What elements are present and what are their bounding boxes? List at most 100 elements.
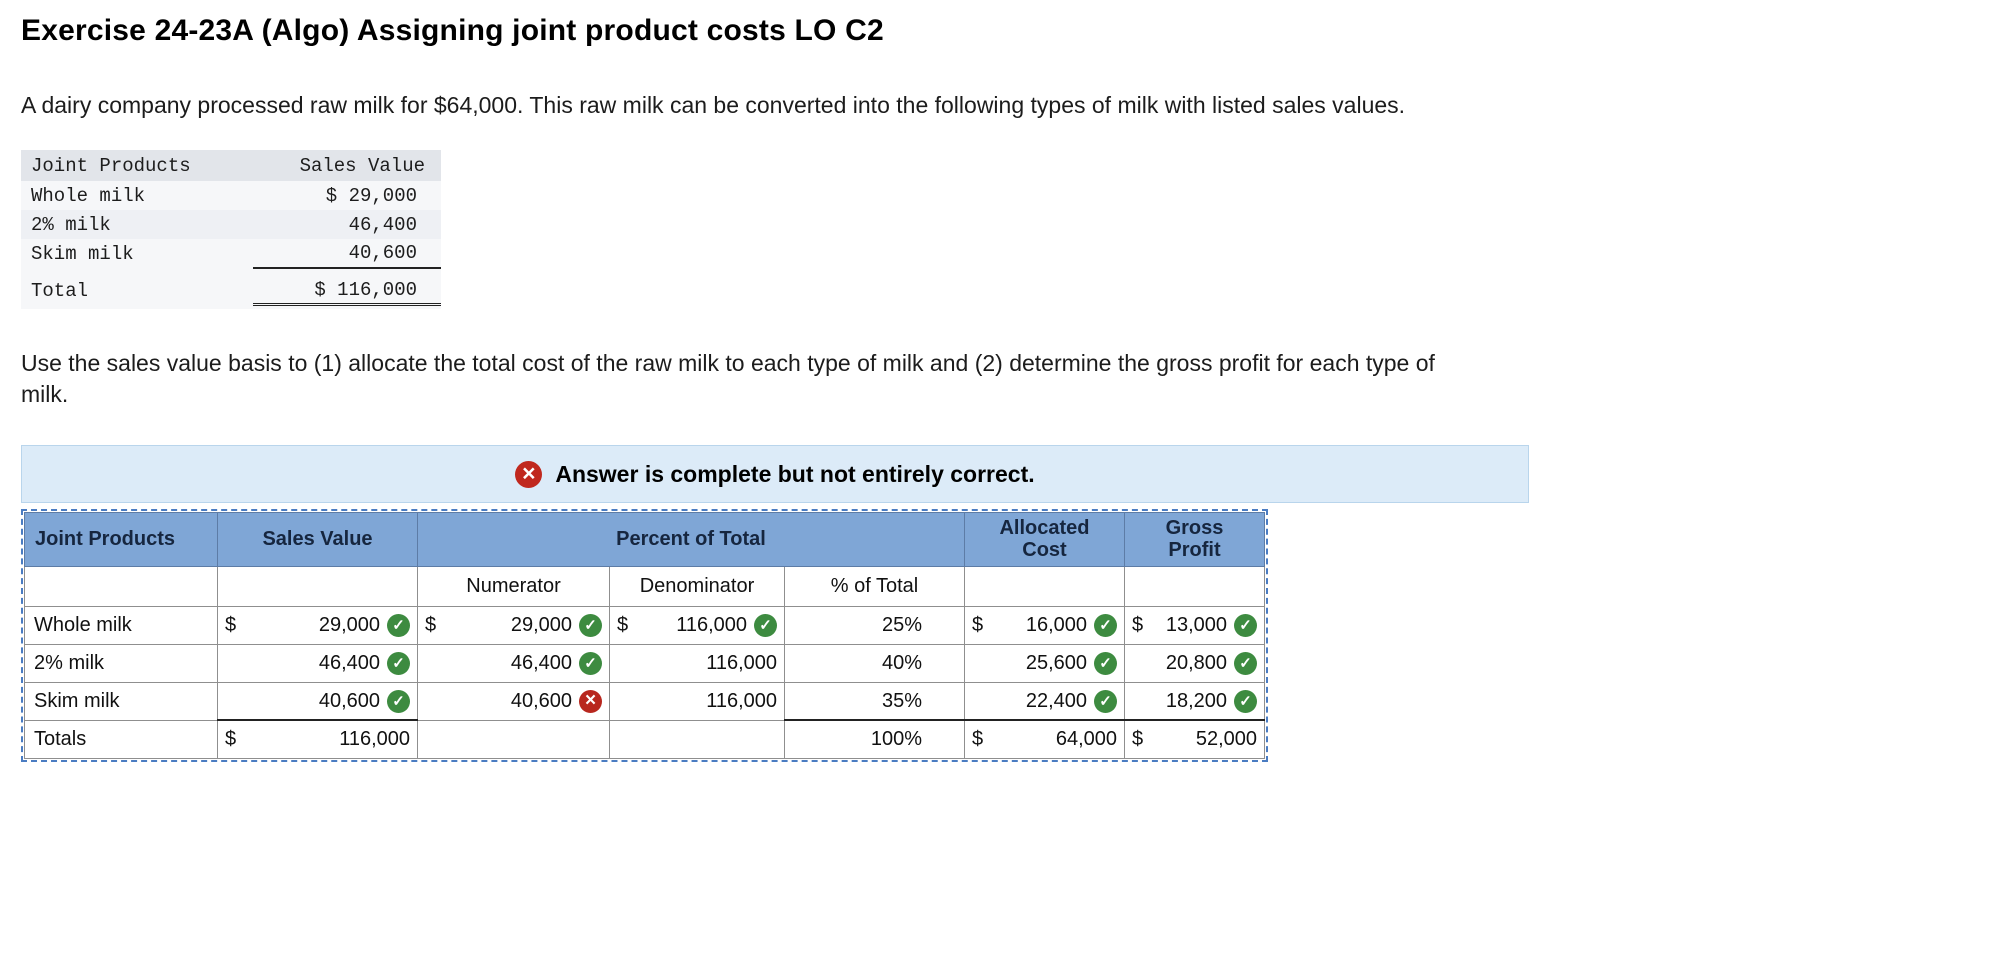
subheader-empty	[24, 565, 218, 607]
check-circle-icon	[579, 613, 602, 637]
subheader-numerator: Numerator	[417, 565, 610, 607]
cell-allocated-cost[interactable]: 22,400	[964, 681, 1125, 721]
currency-symbol: $	[617, 613, 629, 636]
cell-allocated-cost[interactable]: 25,600	[964, 643, 1125, 683]
check-circle-icon	[754, 613, 777, 637]
answer-subheader-row: Numerator Denominator % of Total	[24, 565, 1265, 607]
cell-value: 64,000	[1055, 728, 1117, 751]
check-circle-icon	[1094, 651, 1117, 675]
check-circle-icon	[579, 651, 602, 675]
cell-denominator-total	[609, 719, 785, 759]
cell-numerator[interactable]: 46,400	[417, 643, 610, 683]
cell-denominator[interactable]: $116,000	[609, 605, 785, 645]
cell-value: 40,600	[318, 689, 380, 712]
col-header-allocated-cost: Allocated Cost	[964, 512, 1125, 567]
subheader-pct-of-total: % of Total	[784, 565, 965, 607]
answer-row-whole-milk: Whole milk $29,000 $29,000 $116,000 25% …	[24, 605, 1265, 645]
given-value: 40,600	[253, 239, 441, 270]
given-product: Skim milk	[31, 242, 134, 265]
currency-symbol: $	[225, 613, 237, 636]
cell-value: 13,000	[1165, 613, 1227, 636]
check-circle-icon	[1234, 689, 1257, 713]
given-row-whole-milk: Whole milk $ 29,000	[21, 181, 441, 210]
cell-value: 52,000	[1195, 728, 1257, 751]
answer-region: Joint Products Sales Value Percent of To…	[21, 509, 1268, 762]
given-value: 46,400	[253, 210, 441, 240]
row-label: 2% milk	[24, 643, 218, 683]
check-circle-icon	[1094, 689, 1117, 713]
col-header-percent-of-total: Percent of Total	[417, 512, 965, 567]
answer-row-totals: Totals $116,000 100% $64,000	[24, 719, 1265, 759]
cell-sales-value[interactable]: 46,400	[217, 643, 418, 683]
subheader-empty	[964, 565, 1125, 607]
cell-value: 29,000	[510, 613, 572, 636]
cell-value: 116,000	[339, 728, 410, 751]
cell-percent-of-total: 40%	[784, 643, 965, 683]
answer-row-2pct-milk: 2% milk 46,400 46,400 116,000 40% 25,600	[24, 643, 1265, 683]
x-circle-icon	[579, 689, 602, 713]
cell-value: 16,000	[1025, 613, 1087, 636]
col-header-sales-value: Sales Value	[217, 512, 418, 567]
exercise-title: Exercise 24-23A (Algo) Assigning joint p…	[21, 14, 884, 47]
given-total-value: $ 116,000	[253, 268, 441, 307]
given-col-joint-products: Joint Products	[21, 150, 253, 182]
subheader-empty	[1124, 565, 1265, 607]
row-label: Totals	[24, 719, 218, 759]
row-label: Skim milk	[24, 681, 218, 721]
given-col-sales-value: Sales Value	[253, 150, 441, 182]
cell-numerator[interactable]: 40,600	[417, 681, 610, 721]
check-circle-icon	[387, 689, 410, 713]
row-label: Whole milk	[24, 605, 218, 645]
check-circle-icon	[1234, 613, 1257, 637]
cell-allocated-cost[interactable]: $16,000	[964, 605, 1125, 645]
given-product: Whole milk	[31, 184, 146, 207]
check-circle-icon	[1094, 613, 1117, 637]
currency-symbol: $	[1132, 728, 1144, 751]
currency-symbol: $	[972, 728, 984, 751]
cell-denominator: 116,000	[609, 681, 785, 721]
answer-header-row: Joint Products Sales Value Percent of To…	[24, 512, 1265, 567]
cell-percent-of-total: 25%	[784, 605, 965, 645]
cell-value: 18,200	[1165, 689, 1227, 712]
cell-value: 46,400	[510, 651, 572, 674]
cell-gross-profit[interactable]: $13,000	[1124, 605, 1265, 645]
cell-value: 116,000	[676, 613, 747, 636]
given-total-label: Total	[31, 279, 89, 302]
cell-value: 20,800	[1165, 651, 1227, 674]
answer-table: Joint Products Sales Value Percent of To…	[24, 512, 1265, 759]
cell-percent-of-total-total: 100%	[784, 719, 965, 759]
cell-gross-profit[interactable]: 20,800	[1124, 643, 1265, 683]
cell-sales-value[interactable]: $29,000	[217, 605, 418, 645]
cell-sales-value[interactable]: 40,600	[217, 681, 418, 721]
cell-numerator[interactable]: $29,000	[417, 605, 610, 645]
cell-value: 25,600	[1025, 651, 1087, 674]
given-value: $ 29,000	[325, 184, 417, 207]
given-total-row: Total $ 116,000	[21, 268, 441, 307]
given-row-2pct-milk: 2% milk 46,400	[21, 210, 441, 240]
x-circle-icon	[515, 460, 543, 488]
cell-gross-profit[interactable]: 18,200	[1124, 681, 1265, 721]
subheader-denominator: Denominator	[609, 565, 785, 607]
check-circle-icon	[387, 613, 410, 637]
given-header-row: Joint Products Sales Value	[21, 150, 441, 182]
given-data-panel: Joint Products Sales Value Whole milk $ …	[21, 150, 441, 310]
status-banner: Answer is complete but not entirely corr…	[21, 445, 1529, 504]
cell-value: 116,000	[706, 651, 777, 674]
cell-gross-profit-total: $52,000	[1124, 719, 1265, 759]
cell-value: 46,400	[318, 651, 380, 674]
status-text: Answer is complete but not entirely corr…	[555, 460, 1035, 487]
cell-numerator-total	[417, 719, 610, 759]
answer-row-skim-milk: Skim milk 40,600 40,600 116,000 35% 22,4…	[24, 681, 1265, 721]
cell-sales-value-total: $116,000	[217, 719, 418, 759]
intro-text: A dairy company processed raw milk for $…	[21, 92, 1406, 118]
col-header-joint-products: Joint Products	[24, 512, 218, 567]
cell-allocated-cost-total: $64,000	[964, 719, 1125, 759]
currency-symbol: $	[972, 613, 984, 636]
cell-denominator: 116,000	[609, 643, 785, 683]
currency-symbol: $	[425, 613, 437, 636]
cell-value: 22,400	[1025, 689, 1087, 712]
subheader-empty	[217, 565, 418, 607]
check-circle-icon	[387, 651, 410, 675]
given-row-skim-milk: Skim milk 40,600	[21, 239, 441, 270]
cell-percent-of-total: 35%	[784, 681, 965, 721]
